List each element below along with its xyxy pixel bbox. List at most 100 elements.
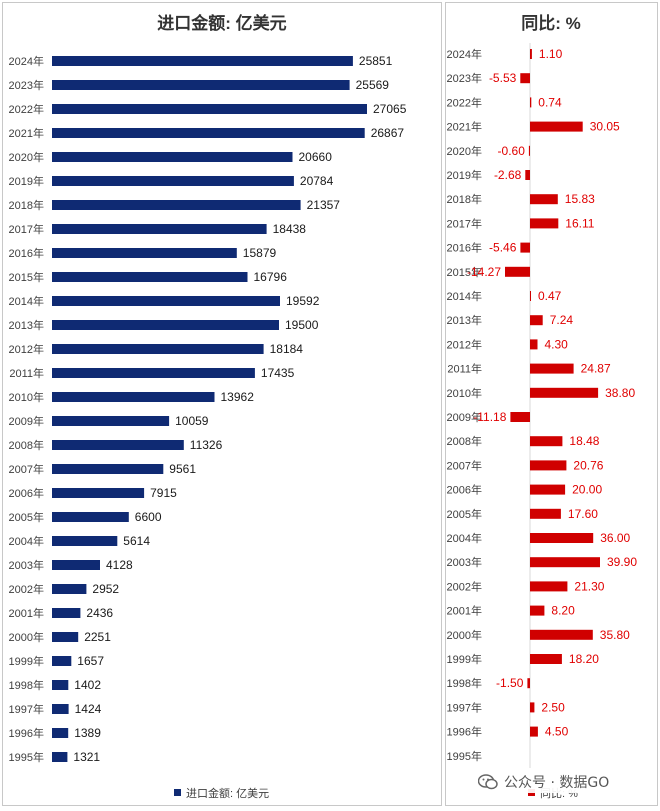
y-tick-label: 2007年 <box>9 462 44 476</box>
data-label: 1321 <box>73 750 100 764</box>
data-label: 18.48 <box>569 434 599 448</box>
data-label: 30.05 <box>590 120 620 134</box>
import-bar-2020年 <box>52 152 293 162</box>
import-bar-2000年 <box>52 632 79 642</box>
watermark-text: 公众号 · 数据GO <box>504 775 610 791</box>
data-label: 25569 <box>356 78 390 92</box>
y-tick-label: 2021年 <box>9 126 44 140</box>
import-bar-2006年 <box>52 488 145 498</box>
yoy-bar-2010年 <box>530 387 599 398</box>
y-tick-label: 2014年 <box>447 289 482 303</box>
data-label: 7915 <box>150 486 177 500</box>
yoy-bar-2012年 <box>530 339 538 350</box>
y-tick-label: 2003年 <box>9 558 44 572</box>
yoy-bar-2015年 <box>505 266 530 277</box>
y-tick-label: 2014年 <box>9 294 44 308</box>
import-bar-2007年 <box>52 464 164 474</box>
data-label: 0.47 <box>538 289 562 303</box>
data-label: 1.10 <box>539 47 563 61</box>
data-label: 9561 <box>169 462 196 476</box>
y-tick-label: 2020年 <box>447 144 482 158</box>
y-tick-label: 2024年 <box>447 47 482 61</box>
data-label: 17.60 <box>568 507 598 521</box>
legend-label: 进口金额: 亿美元 <box>186 786 269 800</box>
import-bar-1997年 <box>52 704 69 714</box>
y-tick-label: 2021年 <box>447 120 482 134</box>
import-amount-chart-panel: 进口金额: 亿美元 2024年 2023年 2022年 2021年 2020年 2019年… <box>2 2 442 806</box>
y-tick-label: 2007年 <box>447 458 482 472</box>
yoy-bar-2008年 <box>530 436 563 447</box>
y-tick-label: 2006年 <box>9 486 44 500</box>
import-bar-2013年 <box>52 320 279 330</box>
data-label: 19592 <box>286 294 320 308</box>
yoy-bar-2013年 <box>530 315 543 326</box>
y-tick-label: 2023年 <box>447 71 482 85</box>
yoy-bar-2002年 <box>530 581 568 592</box>
yoy-bar-2009年 <box>510 412 530 422</box>
data-label: 20.00 <box>572 483 602 497</box>
yoy-bar-2016年 <box>520 242 530 253</box>
import-bar-2012年 <box>52 344 264 354</box>
import-bar-1996年 <box>52 728 69 738</box>
y-tick-label: 2009年 <box>9 414 44 428</box>
yoy-bar-1997年 <box>530 702 535 713</box>
y-tick-label: 1997年 <box>447 700 482 714</box>
data-label: 39.90 <box>607 555 637 569</box>
y-tick-label: 2022年 <box>447 95 482 109</box>
yoy-bar-2019年 <box>525 170 530 180</box>
y-tick-label: 2003年 <box>447 555 482 569</box>
y-tick-label: 2005年 <box>447 507 482 521</box>
y-tick-label: 1995年 <box>447 749 482 763</box>
y-tick-label: 2017年 <box>9 222 44 236</box>
yoy-bar-2023年 <box>520 73 530 84</box>
data-label: -1.50 <box>496 676 524 690</box>
y-tick-label: 2008年 <box>447 434 482 448</box>
watermark: 公众号 · 数据GO <box>478 771 654 793</box>
y-tick-label: 2022年 <box>9 102 44 116</box>
data-label: 8.20 <box>551 604 575 618</box>
yoy-bar-2006年 <box>530 484 566 495</box>
y-tick-label: 2004年 <box>9 534 44 548</box>
data-label: 35.80 <box>600 628 630 642</box>
y-tick-label: 2008年 <box>9 438 44 452</box>
y-tick-label: 1996年 <box>447 725 482 739</box>
yoy-bar-1999年 <box>530 654 562 664</box>
y-tick-label: 2018年 <box>9 198 44 212</box>
yoy-chart: 同比: % 2024年 2023年 2022年 2021年 2020年 2019年 2018… <box>447 13 638 800</box>
y-tick-label: 1999年 <box>9 654 44 668</box>
y-tick-label: 2000年 <box>9 630 44 644</box>
data-label: 21357 <box>307 198 341 212</box>
import-bar-2014年 <box>52 296 280 306</box>
data-label: 2952 <box>92 582 119 596</box>
yoy-bar-2004年 <box>530 533 594 543</box>
y-tick-label: 2000年 <box>447 628 482 642</box>
y-tick-label: 2024年 <box>9 54 44 68</box>
yoy-bar-2003年 <box>530 557 600 568</box>
import-amount-chart: 进口金额: 亿美元 2024年 2023年 2022年 2021年 2020年 2019年… <box>9 13 407 800</box>
import-bar-2002年 <box>52 584 87 594</box>
data-label: 7.24 <box>550 313 574 327</box>
y-tick-label: 2020年 <box>9 150 44 164</box>
data-label: 15879 <box>243 246 277 260</box>
y-tick-label: 2018年 <box>447 192 482 206</box>
wechat-icon <box>478 774 498 790</box>
y-tick-label: 2006年 <box>447 483 482 497</box>
import-bar-2023年 <box>52 80 350 90</box>
legend-swatch <box>174 789 181 796</box>
data-label: -2.68 <box>494 168 522 182</box>
yoy-bar-2014年 <box>530 291 531 301</box>
data-label: -5.53 <box>489 71 517 85</box>
y-tick-label: 2004年 <box>447 531 482 545</box>
data-label: 18.20 <box>569 652 599 666</box>
y-tick-label: 2011年 <box>447 362 482 376</box>
chart-title: 进口金额: 亿美元 <box>157 13 286 33</box>
import-bar-2024年 <box>52 56 353 66</box>
y-tick-label: 2023年 <box>9 78 44 92</box>
chart-title: 同比: % <box>521 13 581 33</box>
data-label: 17435 <box>261 366 295 380</box>
data-label: 38.80 <box>605 386 635 400</box>
y-tick-label: 1998年 <box>447 676 482 690</box>
y-tick-label: 2016年 <box>447 241 482 255</box>
import-bar-1999年 <box>52 656 72 666</box>
data-label: 1424 <box>75 702 102 716</box>
